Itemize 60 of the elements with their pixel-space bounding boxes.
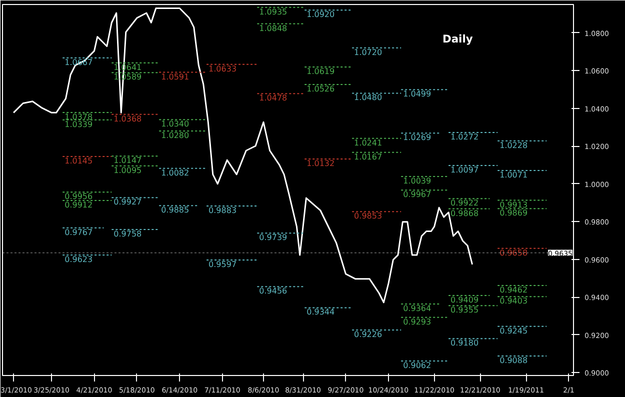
- data-label: 0.9344: [306, 308, 335, 317]
- data-label: 0.9088: [500, 356, 528, 366]
- data-label: 0.9597: [208, 260, 237, 269]
- data-label: 1.0720: [354, 48, 382, 57]
- data-label: 1.0339: [64, 120, 93, 129]
- data-label: 1.0920: [306, 10, 335, 20]
- data-label: 0.9883: [208, 206, 237, 215]
- data-label: 1.0039: [403, 176, 432, 186]
- data-label: 1.0167: [354, 152, 382, 162]
- data-label: 0.9913: [500, 200, 528, 210]
- data-label: 0.9180: [450, 338, 479, 348]
- data-label: 0.9967: [403, 190, 432, 200]
- data-label: 0.9869: [500, 208, 528, 218]
- data-label: 0.9623: [64, 255, 93, 264]
- data-label: 0.9409: [450, 295, 479, 304]
- data-label: 1.0619: [306, 66, 335, 76]
- data-label: 1.0378: [64, 112, 93, 122]
- data-label: 0.9355: [450, 306, 479, 315]
- data-label: 0.9293: [403, 317, 432, 326]
- data-label: 1.0269: [403, 133, 432, 142]
- data-label: 0.9922: [450, 198, 479, 208]
- data-label: 1.0095: [114, 166, 142, 175]
- data-label: 1.0071: [500, 170, 528, 180]
- data-label: 1.0935: [259, 7, 288, 16]
- data-label: 1.0147: [114, 156, 142, 166]
- data-label: 0.9927: [114, 198, 142, 207]
- data-label: 0.9403: [500, 296, 528, 306]
- data-label: 0.9912: [64, 200, 93, 210]
- data-label: 1.0280: [161, 131, 190, 140]
- data-label: 1.0526: [306, 84, 335, 94]
- data-label: 0.9245: [500, 326, 528, 336]
- data-label: 0.9956: [64, 192, 93, 202]
- data-label: 1.0145: [64, 156, 93, 166]
- data-label: 1.0633: [208, 64, 237, 74]
- data-label: 0.9462: [500, 285, 528, 294]
- data-label: 0.9456: [259, 286, 288, 296]
- data-label: 0.9853: [354, 212, 382, 221]
- text: Daily: [442, 32, 473, 46]
- data-label: 1.0848: [259, 24, 288, 33]
- data-label: 1.0132: [306, 158, 335, 168]
- data-label: 0.9767: [64, 228, 93, 237]
- data-label: 1.0591: [161, 72, 190, 82]
- data-label: 0.9226: [354, 330, 382, 339]
- data-label: 1.0478: [259, 94, 288, 103]
- data-label: 1.0228: [500, 140, 528, 150]
- data-label: 1.0082: [161, 168, 190, 178]
- data-label: 1.0340: [161, 120, 190, 129]
- data-label: 0.9758: [114, 230, 142, 239]
- data-label: 0.9885: [161, 206, 190, 215]
- data-label: 1.0368: [114, 114, 142, 124]
- data-label: 0.9062: [403, 360, 432, 370]
- data-label: 0.9868: [450, 208, 479, 218]
- data-label: 1.0097: [450, 166, 479, 175]
- data-label: 1.0480: [354, 93, 382, 102]
- data-label: 1.0272: [450, 132, 479, 142]
- data-label: 0.9739: [259, 233, 288, 242]
- data-label: 0.9364: [403, 304, 432, 313]
- data-label: 1.0499: [403, 90, 432, 99]
- data-label: 0.9658: [500, 248, 528, 258]
- data-label: 1.0241: [354, 138, 382, 148]
